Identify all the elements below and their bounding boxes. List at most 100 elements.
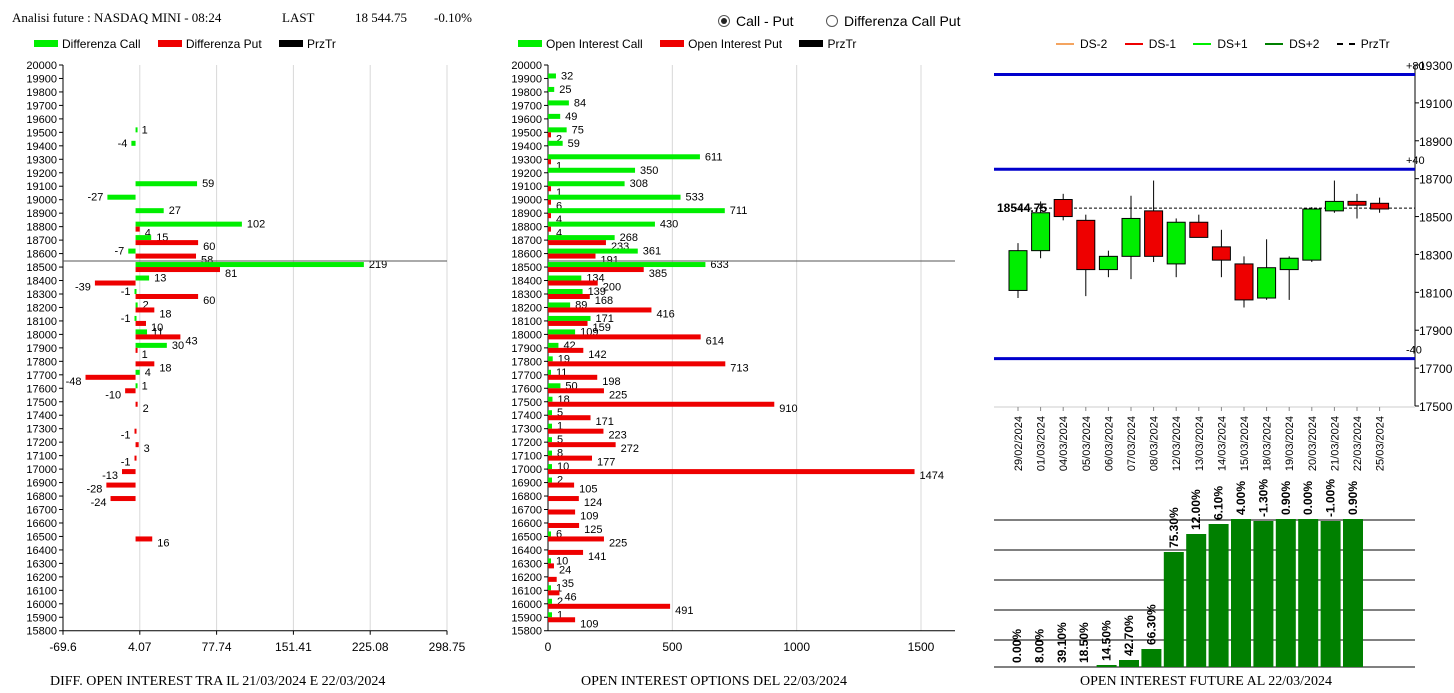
- put-diff-label: 1: [142, 349, 148, 361]
- call-diff-bar: [134, 315, 137, 321]
- x-tick-label: 08/03/2024: [1149, 416, 1161, 471]
- oi-call-bar: [548, 464, 552, 470]
- y-tick-label: 19900: [511, 73, 542, 85]
- candle-body: [1189, 221, 1209, 238]
- y-tick-label: 17500: [1419, 400, 1453, 414]
- oi-put-bar: [548, 549, 584, 555]
- y-tick-label: 16500: [511, 531, 542, 543]
- oi-put-bar: [548, 603, 671, 609]
- oi-put-label: 6: [556, 201, 562, 213]
- oi-call-bar: [548, 612, 552, 618]
- call-diff-bar: [135, 275, 150, 281]
- put-diff-label: -10: [105, 389, 121, 401]
- y-tick-label: 17900: [511, 343, 542, 355]
- y-tick-label: 17700: [26, 370, 57, 382]
- y-tick-label: 16600: [511, 518, 542, 530]
- oi-call-bar: [548, 275, 582, 281]
- oi-future-label: 0.00%: [1301, 481, 1315, 515]
- y-tick-label: 17400: [26, 410, 57, 422]
- y-tick-label: 16400: [511, 545, 542, 557]
- oi-put-label: 223: [608, 430, 626, 442]
- y-tick-label: 19600: [511, 114, 542, 126]
- oi-put-bar: [548, 213, 551, 219]
- y-tick-label: 18100: [1419, 286, 1453, 300]
- x-tick-label: 225.08: [352, 640, 389, 654]
- call-diff-bar: [135, 342, 167, 348]
- oi-put-label: 272: [621, 443, 639, 455]
- oi-put-label: 713: [730, 362, 748, 374]
- y-tick-label: 19800: [511, 87, 542, 99]
- oi-put-bar: [548, 522, 580, 528]
- put-diff-label: 2: [143, 403, 149, 415]
- oi-put-bar: [548, 374, 598, 380]
- oi-put-label: 200: [603, 282, 621, 294]
- oi-call-label: 430: [660, 219, 678, 231]
- oi-future-bar: [1119, 660, 1139, 667]
- call-diff-bar: [135, 181, 198, 187]
- candle-body: [1008, 250, 1028, 291]
- legend-item: DS-2: [1056, 37, 1107, 51]
- oi-call-bar: [548, 329, 576, 335]
- oi-call-bar: [548, 140, 563, 146]
- y-tick-label: 18800: [511, 222, 542, 234]
- oi-call-label: 84: [574, 97, 586, 109]
- oi-put-label: 225: [609, 537, 627, 549]
- y-tick-label: 20000: [26, 60, 57, 72]
- y-tick-label: 18200: [511, 302, 542, 314]
- x-tick-label: 07/03/2024: [1126, 416, 1138, 471]
- oi-future-bar: [1186, 534, 1207, 667]
- candle-body: [1076, 219, 1096, 271]
- oi-call-label: 11: [556, 367, 567, 379]
- radio-call-put[interactable]: Call - Put: [718, 13, 794, 29]
- oi-put-label: 105: [579, 484, 597, 496]
- y-tick-label: 18000: [26, 329, 57, 341]
- call-diff-label: 4: [145, 367, 151, 379]
- put-diff-label: -1: [121, 457, 131, 469]
- call-diff-bar: [135, 262, 364, 268]
- radio-empty-icon: [826, 15, 838, 27]
- put-diff-bar: [125, 388, 136, 394]
- y-tick-label: 18900: [26, 208, 57, 220]
- oi-future-bar: [1208, 524, 1229, 667]
- oi-future-label: 42.70%: [1122, 615, 1136, 656]
- oi-call-label: 2: [557, 596, 563, 608]
- oi-put-label: 2: [556, 133, 562, 145]
- oi-put-bar: [548, 361, 726, 367]
- y-tick-label: 17900: [1419, 324, 1453, 338]
- y-tick-label: 18400: [511, 276, 542, 288]
- x-tick-label: 500: [662, 640, 682, 654]
- y-tick-label: 16900: [511, 478, 542, 490]
- oi-call-bar: [548, 181, 625, 187]
- oi-put-bar: [548, 307, 652, 313]
- x-tick-label: 06/03/2024: [1103, 416, 1115, 471]
- oi-put-bar: [548, 428, 604, 434]
- legend-item: Open Interest Call: [518, 37, 643, 51]
- oi-call-label: 75: [572, 124, 584, 136]
- oi-future-bar: [1096, 665, 1117, 667]
- candle-body: [1234, 263, 1254, 301]
- y-tick-label: 17100: [26, 451, 57, 463]
- x-tick-label: 0: [545, 640, 552, 654]
- call-diff-label: 59: [202, 178, 214, 190]
- x-tick-label: 22/03/2024: [1352, 416, 1364, 471]
- std-band-label: +40: [1406, 155, 1425, 167]
- y-tick-label: 16800: [26, 491, 57, 503]
- y-tick-label: 19300: [1419, 59, 1453, 73]
- oi-put-label: 124: [584, 497, 602, 509]
- y-tick-label: 17400: [511, 410, 542, 422]
- x-tick-label: 20/03/2024: [1307, 416, 1319, 471]
- oi-call-bar: [548, 208, 725, 214]
- y-tick-label: 17600: [511, 383, 542, 395]
- radio-diff-call-put[interactable]: Differenza Call Put: [826, 13, 960, 29]
- oi-future-label: -1.30%: [1256, 479, 1270, 517]
- candle-body: [1121, 217, 1141, 257]
- y-tick-label: 16000: [26, 599, 57, 611]
- oi-call-bar: [548, 315, 591, 321]
- oi-call-bar: [548, 262, 706, 268]
- y-tick-label: 18500: [1419, 211, 1453, 225]
- y-tick-label: 18500: [511, 262, 542, 274]
- oi-future-bar: [1275, 519, 1296, 667]
- oi-call-bar: [548, 558, 551, 564]
- y-tick-label: 18600: [26, 249, 57, 261]
